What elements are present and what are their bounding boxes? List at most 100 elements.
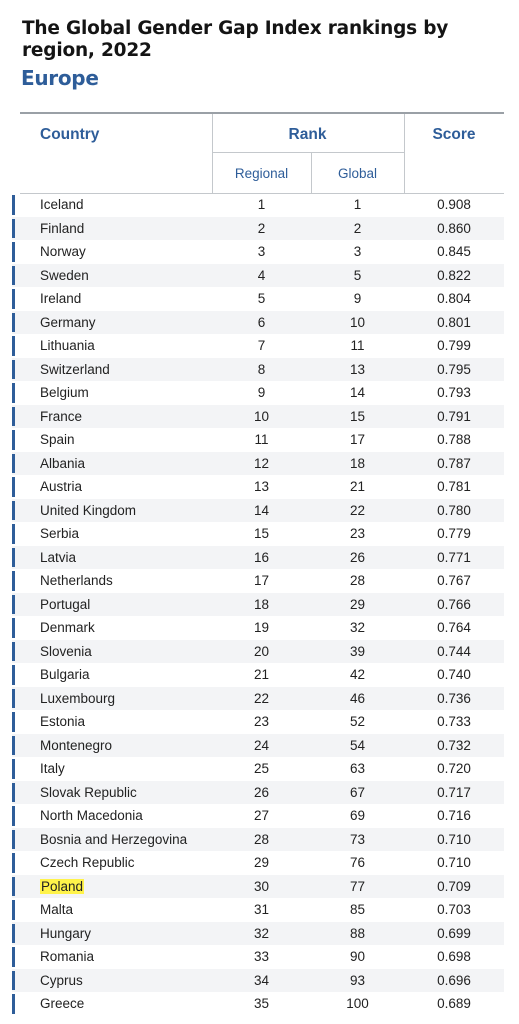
country-name: Bulgaria	[40, 667, 90, 682]
cell-score: 0.733	[437, 714, 471, 729]
cell-score: 0.804	[437, 291, 471, 306]
country-name: Malta	[40, 902, 74, 917]
cell-regional-rank: 16	[253, 549, 270, 565]
cell-country: Poland	[40, 878, 85, 894]
cell-regional-rank: 24	[253, 737, 270, 753]
table-row: Serbia 15 23 0.779	[12, 522, 504, 546]
table-header: Country Rank Score Regional Global	[20, 114, 504, 194]
table-row: Cyprus 34 93 0.696	[12, 968, 504, 992]
cell-score: 0.908	[437, 197, 471, 212]
cell-global-rank: 100	[346, 996, 369, 1011]
row-accent-bar	[12, 712, 15, 732]
row-accent-bar	[12, 218, 15, 238]
country-name: Albania	[40, 455, 86, 471]
table-row: Bulgaria 21 42 0.740	[12, 663, 504, 687]
country-name: Lithuania	[40, 338, 95, 353]
cell-country: Greece	[40, 996, 84, 1011]
table-row: Italy 25 63 0.720	[12, 757, 504, 781]
cell-country: Austria	[40, 479, 82, 494]
header-divider	[212, 152, 404, 153]
cell-score: 0.709	[437, 878, 471, 894]
country-name: Cyprus	[40, 972, 83, 988]
cell-regional-rank: 35	[253, 996, 270, 1011]
cell-score: 0.720	[437, 761, 471, 776]
row-accent-bar	[12, 289, 15, 309]
table-row: Romania 33 90 0.698	[12, 945, 504, 969]
cell-global-rank: 85	[349, 902, 366, 917]
cell-score: 0.822	[437, 267, 471, 283]
header-divider	[311, 152, 312, 193]
cell-score: 0.740	[437, 667, 471, 682]
table-row: Slovak Republic 26 67 0.717	[12, 780, 504, 804]
cell-global-rank: 93	[349, 972, 366, 988]
table-row: Montenegro 24 54 0.732	[12, 733, 504, 757]
cell-score: 0.780	[437, 502, 471, 518]
table-row: Spain 11 17 0.788	[12, 428, 504, 452]
cell-regional-rank: 25	[253, 761, 270, 776]
cell-country: Luxembourg	[40, 691, 115, 706]
cell-regional-rank: 12	[253, 455, 270, 471]
table-row: Finland 2 2 0.860	[12, 216, 504, 240]
row-accent-bar	[12, 594, 15, 614]
cell-score: 0.732	[437, 737, 471, 753]
cell-country: France	[40, 409, 82, 424]
cell-country: Norway	[40, 244, 86, 259]
table-row: France 10 15 0.791	[12, 404, 504, 428]
cell-score: 0.788	[437, 432, 471, 447]
cell-country: United Kingdom	[40, 503, 136, 518]
cell-regional-rank: 28	[253, 831, 270, 847]
cell-score: 0.801	[437, 314, 471, 330]
cell-global-rank: 10	[349, 314, 366, 330]
cell-regional-rank: 5	[257, 291, 266, 306]
cell-country: Denmark	[40, 620, 95, 635]
table-row: Austria 13 21 0.781	[12, 475, 504, 499]
row-accent-bar	[12, 641, 15, 661]
country-name: Ireland	[40, 291, 82, 306]
header-divider	[212, 114, 213, 193]
row-accent-bar	[12, 923, 15, 943]
cell-global-rank: 28	[349, 573, 366, 588]
cell-regional-rank: 6	[257, 314, 266, 330]
cell-score: 0.793	[437, 385, 471, 400]
row-accent-bar	[12, 359, 15, 379]
cell-score: 0.736	[437, 690, 471, 706]
table-row: Poland 30 77 0.709	[12, 874, 504, 898]
cell-regional-rank: 13	[253, 479, 270, 494]
table-row: Iceland 1 1 0.908	[12, 193, 504, 217]
cell-global-rank: 15	[349, 408, 366, 424]
cell-country: Czech Republic	[40, 855, 135, 870]
row-accent-bar	[12, 312, 15, 332]
cell-global-rank: 67	[349, 784, 366, 800]
cell-global-rank: 5	[353, 267, 362, 283]
country-name: Romania	[40, 949, 95, 964]
cell-regional-rank: 4	[257, 267, 266, 283]
table-row: Albania 12 18 0.787	[12, 451, 504, 475]
cell-country: Romania	[40, 949, 94, 964]
cell-score: 0.779	[437, 526, 471, 541]
cell-regional-rank: 2	[257, 220, 266, 236]
cell-country: Slovak Republic	[40, 785, 137, 800]
cell-regional-rank: 1	[257, 197, 266, 212]
country-name: Luxembourg	[40, 690, 116, 706]
country-name: Belgium	[40, 385, 89, 400]
cell-global-rank: 22	[349, 502, 366, 518]
cell-regional-rank: 15	[253, 526, 270, 541]
cell-regional-rank: 20	[253, 643, 270, 659]
country-name: United Kingdom	[40, 502, 137, 518]
cell-regional-rank: 10	[253, 408, 270, 424]
highlighted-country-name: Poland	[40, 878, 85, 894]
country-name: Italy	[40, 761, 65, 776]
table-row: Ireland 5 9 0.804	[12, 287, 504, 311]
column-header-rank: Rank	[288, 126, 327, 143]
row-accent-bar	[12, 970, 15, 990]
country-name: Latvia	[40, 549, 77, 565]
cell-score: 0.767	[437, 573, 471, 588]
cell-country: Malta	[40, 902, 73, 917]
country-name: Iceland	[40, 197, 84, 212]
country-name: Switzerland	[40, 361, 110, 377]
row-accent-bar	[12, 500, 15, 520]
cell-country: Montenegro	[40, 738, 112, 753]
cell-score: 0.771	[437, 549, 471, 565]
country-name: Estonia	[40, 714, 86, 729]
cell-score: 0.787	[437, 455, 471, 471]
